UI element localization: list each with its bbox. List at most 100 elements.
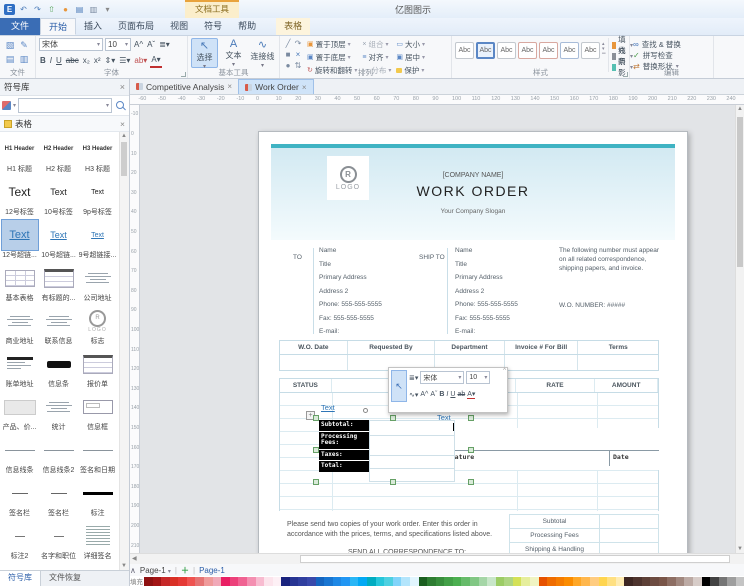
address-line[interactable]: Title: [455, 260, 468, 268]
symbol-item[interactable]: H2 Header H2 标题: [39, 132, 78, 175]
ribbon-tab-视图[interactable]: 视图: [170, 21, 189, 31]
summary-value[interactable]: [600, 515, 658, 528]
line-spacing-icon[interactable]: ⇕▾: [104, 56, 116, 65]
scroll-up-icon[interactable]: ▲: [121, 133, 127, 139]
palette-swatch[interactable]: [581, 576, 591, 586]
palette-swatch[interactable]: [701, 576, 711, 586]
symbol-item[interactable]: 联系信息: [39, 304, 78, 347]
symbol-item[interactable]: 商业地址: [0, 304, 39, 347]
palette-swatch[interactable]: [427, 576, 436, 586]
style-scroll[interactable]: ▴ ▾ ═: [602, 41, 606, 57]
style-swatch[interactable]: Abc: [560, 42, 579, 59]
palette-swatch[interactable]: [409, 576, 419, 586]
palette-swatch[interactable]: [195, 576, 205, 586]
palette-swatch[interactable]: [229, 576, 239, 586]
address-line[interactable]: Phone: 555-555-5555: [319, 301, 382, 308]
selection-handle[interactable]: [390, 479, 396, 485]
palette-swatch[interactable]: [538, 576, 548, 586]
symbol-item[interactable]: H1 Header H1 标题: [0, 132, 39, 175]
connector-icon[interactable]: ∿▾: [409, 391, 419, 399]
palette-swatch[interactable]: [555, 576, 565, 586]
palette-swatch[interactable]: [204, 576, 213, 586]
selection-handle[interactable]: [313, 447, 319, 453]
palette-swatch[interactable]: [255, 576, 265, 586]
info-cell[interactable]: [348, 355, 436, 370]
symbol-item[interactable]: R LOGO 标志: [78, 304, 117, 347]
decrease-font-icon[interactable]: Aˇ: [147, 40, 156, 49]
palette-swatch[interactable]: [590, 576, 599, 586]
palette-swatch[interactable]: [641, 576, 651, 586]
address-line[interactable]: Address 2: [319, 287, 349, 295]
summary-value[interactable]: [600, 543, 658, 553]
page-selector[interactable]: Page-1 ▾: [139, 565, 171, 575]
palette-swatch[interactable]: [521, 576, 531, 586]
strikethrough-button[interactable]: abc: [65, 56, 79, 65]
arrange-大小[interactable]: ▭ 大小 ▾: [396, 39, 426, 49]
value-cells[interactable]: [369, 420, 455, 482]
palette-swatch[interactable]: [530, 576, 539, 586]
selection-handle[interactable]: [468, 479, 474, 485]
arrange-置于底层[interactable]: ▣ 置于底层 ▾: [307, 52, 351, 62]
symbol-item[interactable]: 签名栏: [0, 476, 39, 519]
company-slogan[interactable]: Your Company Slogan: [440, 208, 506, 215]
bold-button[interactable]: B: [40, 56, 46, 65]
selection-handle[interactable]: [313, 415, 319, 421]
library-icon[interactable]: [2, 101, 11, 110]
sidebar-tab-符号库[interactable]: 符号库: [0, 571, 41, 586]
close-icon[interactable]: ×: [227, 82, 233, 91]
upload-icon[interactable]: ⇧: [48, 4, 55, 14]
palette-swatch[interactable]: [367, 576, 376, 586]
print-icon[interactable]: ▥: [89, 4, 98, 14]
chevron-down-icon[interactable]: ▾: [13, 103, 17, 109]
palette-swatch[interactable]: [289, 576, 299, 586]
info-cell[interactable]: [435, 355, 505, 370]
arrange-保护[interactable]: 保护 ▾: [396, 64, 425, 76]
palette-swatch[interactable]: [718, 576, 728, 586]
doc-tab-Competitive Analysis[interactable]: Competitive Analysis ×: [130, 79, 238, 94]
palette-swatch[interactable]: [684, 576, 693, 586]
close-path-icon[interactable]: ×: [295, 50, 301, 59]
palette-swatch[interactable]: [186, 576, 196, 586]
list-icon[interactable]: ☰▾: [119, 56, 131, 65]
info-cell[interactable]: [578, 355, 658, 370]
edit-查找 & 替换[interactable]: ∞ 查找 & 替换: [633, 39, 681, 49]
symbol-item[interactable]: 信息条: [39, 347, 78, 390]
close-icon[interactable]: ×: [119, 82, 125, 92]
symbol-item[interactable]: 基本表格: [0, 261, 39, 304]
palette-swatch[interactable]: [461, 576, 470, 586]
search-icon[interactable]: [116, 100, 124, 109]
symbol-item[interactable]: Text 9号超链接...: [78, 218, 117, 261]
ribbon-tab-表格[interactable]: 表格: [276, 18, 311, 35]
increase-font-icon[interactable]: A^: [134, 40, 144, 49]
selection-handle[interactable]: [468, 447, 474, 453]
ribbon-tab-帮助[interactable]: 帮助: [238, 21, 257, 31]
palette-swatch[interactable]: [246, 576, 256, 586]
style-填充[interactable]: 填充 ▾: [611, 35, 633, 55]
vertical-scrollbar[interactable]: ▲ ▼: [735, 105, 744, 553]
palette-swatch[interactable]: [418, 576, 428, 586]
palette-swatch[interactable]: [452, 576, 462, 586]
undo-icon[interactable]: ↶: [20, 4, 27, 14]
more-icon[interactable]: ▾: [105, 4, 110, 14]
italic-button[interactable]: I: [49, 56, 53, 65]
style-swatch[interactable]: Abc: [476, 42, 495, 59]
tool-选择[interactable]: ↖ 选择 ▾: [191, 38, 218, 70]
swap-tool-icon[interactable]: ⇅: [294, 61, 302, 70]
document-tools-tab[interactable]: 文档工具: [185, 0, 239, 18]
page-tab[interactable]: Page-1: [199, 565, 225, 575]
sidebar-tab-文件恢复[interactable]: 文件恢复: [49, 573, 81, 582]
symbol-item[interactable]: H3 Header H3 标题: [78, 132, 117, 175]
scrollbar-thumb[interactable]: [300, 555, 730, 563]
selected-totals-box[interactable]: Subtotal: Processing Fees: Taxes: Total:: [319, 420, 369, 472]
symbol-item[interactable]: Text 10号超链...: [39, 218, 78, 261]
arrange-居中[interactable]: ▣ 居中 ▾: [396, 52, 426, 62]
symbol-item[interactable]: Text 10号标签: [39, 175, 78, 218]
palette-swatch[interactable]: [315, 576, 325, 586]
address-line[interactable]: Fax: 555-555-5555: [319, 314, 374, 322]
selection-handle[interactable]: [390, 415, 396, 421]
font-color-icon[interactable]: A▾: [467, 391, 476, 399]
palette-swatch[interactable]: [615, 576, 625, 586]
cut-icon[interactable]: ▥: [19, 53, 29, 64]
palette-swatch[interactable]: [504, 576, 513, 586]
symbol-item[interactable]: 签名栏: [39, 476, 78, 519]
